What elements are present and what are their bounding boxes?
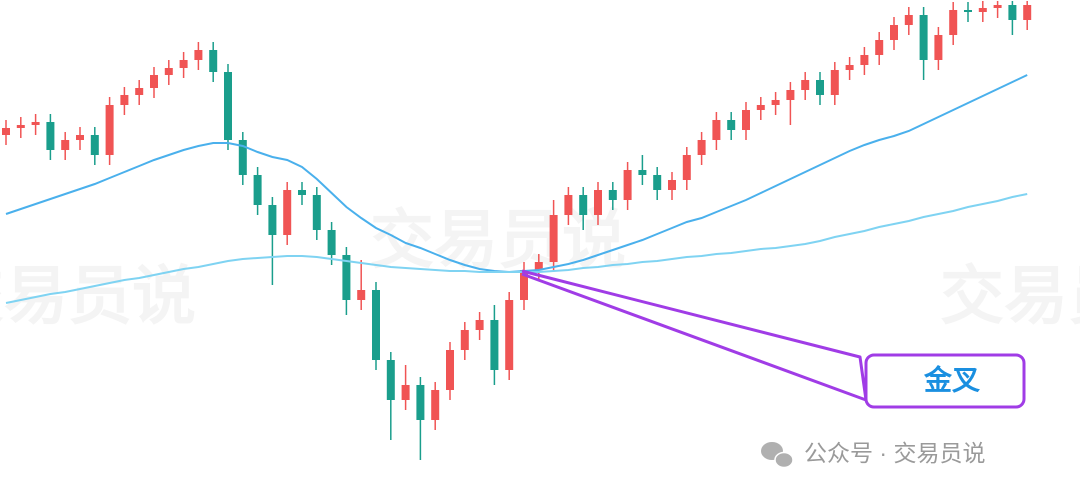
candle-body bbox=[697, 140, 706, 155]
candle-body bbox=[919, 15, 928, 60]
candle-body bbox=[312, 195, 321, 230]
candle-body bbox=[401, 385, 410, 400]
candle-body bbox=[150, 75, 158, 88]
candle-body bbox=[860, 55, 869, 65]
watermark: 交易员说 bbox=[370, 204, 626, 276]
candle-body bbox=[164, 68, 173, 75]
candle-body bbox=[105, 105, 114, 155]
candle-body bbox=[608, 190, 617, 200]
candle-body bbox=[194, 50, 203, 60]
candle-body bbox=[2, 128, 10, 135]
candle-body bbox=[475, 320, 484, 330]
wechat-icon bbox=[761, 442, 794, 469]
candle-body bbox=[416, 385, 425, 420]
candle-body bbox=[283, 190, 292, 235]
candle-body bbox=[120, 95, 129, 105]
candle-body bbox=[90, 135, 99, 155]
candle-body bbox=[1008, 5, 1017, 20]
watermark: 交易员说 bbox=[940, 260, 1080, 332]
candle-body bbox=[224, 72, 232, 140]
candle-body bbox=[934, 35, 943, 60]
candle-body bbox=[342, 255, 351, 300]
candle-body bbox=[135, 88, 144, 95]
candle-body bbox=[460, 330, 469, 350]
candle-body bbox=[31, 122, 40, 125]
candle-body bbox=[209, 50, 218, 72]
candle-body bbox=[712, 120, 721, 140]
candle-body bbox=[357, 290, 366, 300]
candle-body bbox=[830, 70, 839, 95]
source-text: 公众号 · 交易员说 bbox=[804, 440, 985, 466]
candle-body bbox=[756, 105, 765, 110]
candle-body bbox=[76, 135, 84, 140]
candle-body bbox=[534, 262, 543, 270]
candle-body bbox=[964, 10, 972, 12]
candle-body bbox=[298, 190, 306, 195]
candle-body bbox=[993, 5, 1002, 8]
candle-body bbox=[61, 140, 70, 150]
candle-body bbox=[668, 180, 676, 190]
candle-body bbox=[904, 15, 913, 25]
candle-body bbox=[579, 195, 588, 215]
candle-body bbox=[890, 25, 898, 40]
candle-body bbox=[490, 320, 499, 370]
candle-body bbox=[623, 170, 632, 200]
candle-body bbox=[727, 120, 736, 130]
annotation: 金叉 bbox=[521, 269, 1026, 409]
candle-body bbox=[16, 125, 25, 128]
candle-body bbox=[1023, 5, 1032, 20]
plot-area bbox=[2, 1, 1032, 460]
candle-body bbox=[253, 175, 262, 205]
candle-body bbox=[386, 360, 395, 400]
candle-body bbox=[786, 90, 795, 100]
source-watermark: 公众号 · 交易员说 bbox=[761, 440, 985, 469]
candle-body bbox=[653, 175, 662, 190]
annotation-box bbox=[864, 353, 1026, 409]
candle-body bbox=[949, 10, 958, 35]
candle-body bbox=[638, 170, 647, 175]
candle-body bbox=[268, 205, 277, 235]
candle-body bbox=[372, 290, 380, 360]
candle-body bbox=[845, 65, 854, 70]
annotation-label: 金叉 bbox=[923, 363, 980, 395]
candle-body bbox=[978, 8, 987, 12]
candle-body bbox=[742, 110, 750, 130]
candle-body bbox=[875, 40, 884, 55]
candle-body bbox=[816, 80, 824, 95]
candle-body bbox=[505, 300, 514, 370]
candle-body bbox=[327, 230, 336, 255]
candle-body bbox=[46, 122, 55, 150]
candle-body bbox=[771, 100, 780, 105]
annotation-arrow bbox=[521, 269, 868, 402]
candle-body bbox=[594, 190, 602, 215]
candle-body bbox=[564, 195, 573, 215]
candle-body bbox=[431, 390, 440, 420]
candle-body bbox=[520, 270, 528, 300]
moving-average-line bbox=[5, 193, 1028, 304]
candle-body bbox=[179, 60, 188, 68]
candle-body bbox=[549, 215, 558, 262]
candle-body bbox=[446, 350, 454, 390]
candle-body bbox=[682, 155, 691, 180]
candle-body bbox=[238, 140, 247, 175]
candle-body bbox=[801, 80, 810, 90]
watermark: 交易员说 bbox=[0, 260, 196, 332]
